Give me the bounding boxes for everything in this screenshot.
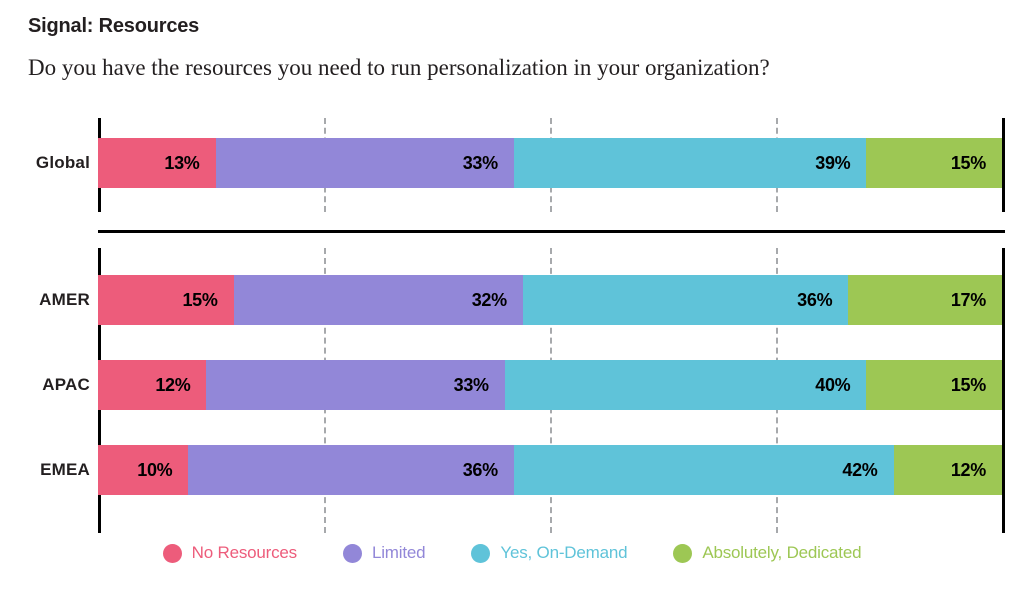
axis-line-global-left [98, 118, 101, 212]
page-title: Signal: Resources [28, 15, 200, 37]
bar-segment[interactable]: 33% [215, 138, 514, 188]
bar-segment-value: 33% [453, 374, 489, 395]
legend-dot-icon [162, 543, 182, 563]
bar-segment-value: 13% [164, 152, 200, 173]
bar-row-amer: AMER 15% 32% 36% 17% [0, 275, 1024, 325]
stacked-bar-amer: 15% 32% 36% 17% [98, 275, 1002, 325]
bar-row-emea: EMEA 10% 36% 42% 12% [0, 445, 1024, 495]
bar-segment-value: 15% [950, 374, 986, 395]
row-label-apac: APAC [42, 375, 90, 394]
chart-header: Signal: Resources Do you have the resour… [28, 14, 770, 82]
group-divider [98, 230, 1005, 233]
legend-dot-icon [471, 543, 491, 563]
legend-dot-icon [342, 543, 362, 563]
bar-segment[interactable]: 15% [866, 360, 1002, 410]
bar-row-apac: APAC 12% 33% 40% 15% [0, 360, 1024, 410]
bar-segment[interactable]: 15% [98, 275, 234, 325]
legend-label: Limited [371, 543, 426, 562]
legend-item-0[interactable]: No Resources [162, 543, 298, 563]
stacked-bar-apac: 12% 33% 40% 15% [98, 360, 1002, 410]
bar-segment-value: 12% [155, 374, 191, 395]
bar-segment[interactable]: 13% [98, 138, 216, 188]
axis-line-regional-left [98, 248, 101, 533]
gridline-global-50 [550, 118, 552, 212]
bar-segment-value: 33% [462, 152, 498, 173]
bar-segment[interactable]: 33% [206, 360, 505, 410]
legend-dot-icon [673, 543, 693, 563]
bar-segment-value: 40% [815, 374, 851, 395]
bar-segment-value: 12% [950, 459, 986, 480]
row-label-emea: EMEA [40, 460, 90, 479]
gridline-regional-50 [550, 248, 552, 533]
bar-segment[interactable]: 42% [513, 445, 894, 495]
bar-segment-value: 36% [797, 289, 833, 310]
bar-segment[interactable]: 17% [848, 275, 1002, 325]
bar-segment[interactable]: 40% [504, 360, 867, 410]
bar-segment[interactable]: 36% [522, 275, 849, 325]
legend-label: No Resources [191, 543, 298, 562]
bar-segment-value: 32% [471, 289, 507, 310]
chart-subtitle: Do you have the resources you need to ru… [28, 55, 770, 80]
stacked-bar-global: 13% 33% 39% 15% [98, 138, 1002, 188]
gridline-regional-25 [324, 248, 326, 533]
bar-segment-value: 10% [137, 459, 173, 480]
gridline-global-75 [776, 118, 778, 212]
bar-segment[interactable]: 10% [98, 445, 189, 495]
legend-item-2[interactable]: Yes, On-Demand [471, 543, 628, 563]
bar-segment[interactable]: 39% [513, 138, 867, 188]
axis-line-global-right [1002, 118, 1005, 212]
stacked-bar-emea: 10% 36% 42% 12% [98, 445, 1002, 495]
bar-segment-value: 36% [462, 459, 498, 480]
legend-label: Yes, On-Demand [500, 543, 628, 562]
bar-segment[interactable]: 36% [188, 445, 514, 495]
bar-segment-value: 15% [950, 152, 986, 173]
bar-segment-value: 42% [842, 459, 878, 480]
bar-segment[interactable]: 12% [893, 445, 1002, 495]
legend-item-1[interactable]: Limited [342, 543, 426, 563]
row-label-amer: AMER [39, 290, 90, 309]
bar-segment[interactable]: 32% [233, 275, 523, 325]
axis-line-regional-right [1002, 248, 1005, 533]
bar-segment[interactable]: 12% [98, 360, 207, 410]
bar-segment-value: 39% [815, 152, 851, 173]
bar-row-global: Global 13% 33% 39% 15% [0, 138, 1024, 188]
bar-segment-value: 15% [182, 289, 218, 310]
row-label-global: Global [35, 153, 90, 172]
legend-label: Absolutely, Dedicated [702, 543, 862, 562]
gridline-regional-75 [776, 248, 778, 533]
chart-legend: No Resources Limited Yes, On-Demand Absolut… [0, 543, 1024, 563]
bar-segment[interactable]: 15% [866, 138, 1002, 188]
legend-item-3[interactable]: Absolutely, Dedicated [673, 543, 862, 563]
bar-segment-value: 17% [950, 289, 986, 310]
gridline-global-25 [324, 118, 326, 212]
